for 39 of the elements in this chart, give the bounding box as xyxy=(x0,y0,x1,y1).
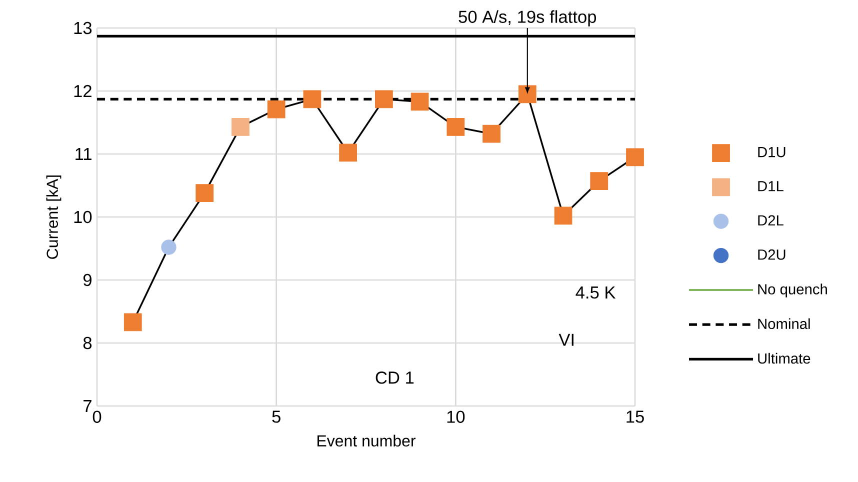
annotation: 50 A/s, 19s flattop xyxy=(458,10,596,26)
point xyxy=(590,172,608,190)
legend-label: D2U xyxy=(758,249,786,260)
y-tick-label: 8 xyxy=(83,336,92,350)
point xyxy=(196,184,214,202)
point xyxy=(410,92,429,111)
point xyxy=(482,124,500,143)
y-tick-label: 9 xyxy=(83,274,92,286)
y-tick-label: 7 xyxy=(84,400,92,412)
point xyxy=(339,144,358,162)
point xyxy=(232,118,250,136)
annotation: 4.5 K xyxy=(576,286,616,299)
annotation: VI xyxy=(558,334,574,346)
point xyxy=(518,85,536,104)
x-tick-label: 5 xyxy=(272,410,280,423)
legend-label: D2L xyxy=(758,215,784,226)
y-tick-label: 12 xyxy=(74,84,92,98)
y-tick-label: 13 xyxy=(74,22,92,34)
legend-label: Ultimate xyxy=(758,352,810,364)
y-axis-title: Current [kA] xyxy=(46,175,62,259)
point xyxy=(554,206,572,225)
legend-label: Nominal xyxy=(758,318,810,330)
annotation: CD 1 xyxy=(376,372,414,384)
point xyxy=(626,148,644,166)
y-tick-label: 10 xyxy=(74,210,92,224)
x-axis-title: Event number xyxy=(318,434,416,447)
point xyxy=(303,90,322,108)
x-tick-label: 0 xyxy=(92,410,102,423)
y-tick-label: 11 xyxy=(76,148,92,160)
point xyxy=(124,313,142,332)
point xyxy=(446,118,465,136)
legend-label: No quench xyxy=(758,284,827,298)
legend-label: D1L xyxy=(758,181,784,192)
point xyxy=(267,100,286,118)
x-tick-label: 15 xyxy=(626,410,644,423)
point xyxy=(161,240,176,255)
x-tick-label: 10 xyxy=(447,410,465,423)
point xyxy=(375,90,393,108)
legend-label: D1U xyxy=(758,147,786,158)
